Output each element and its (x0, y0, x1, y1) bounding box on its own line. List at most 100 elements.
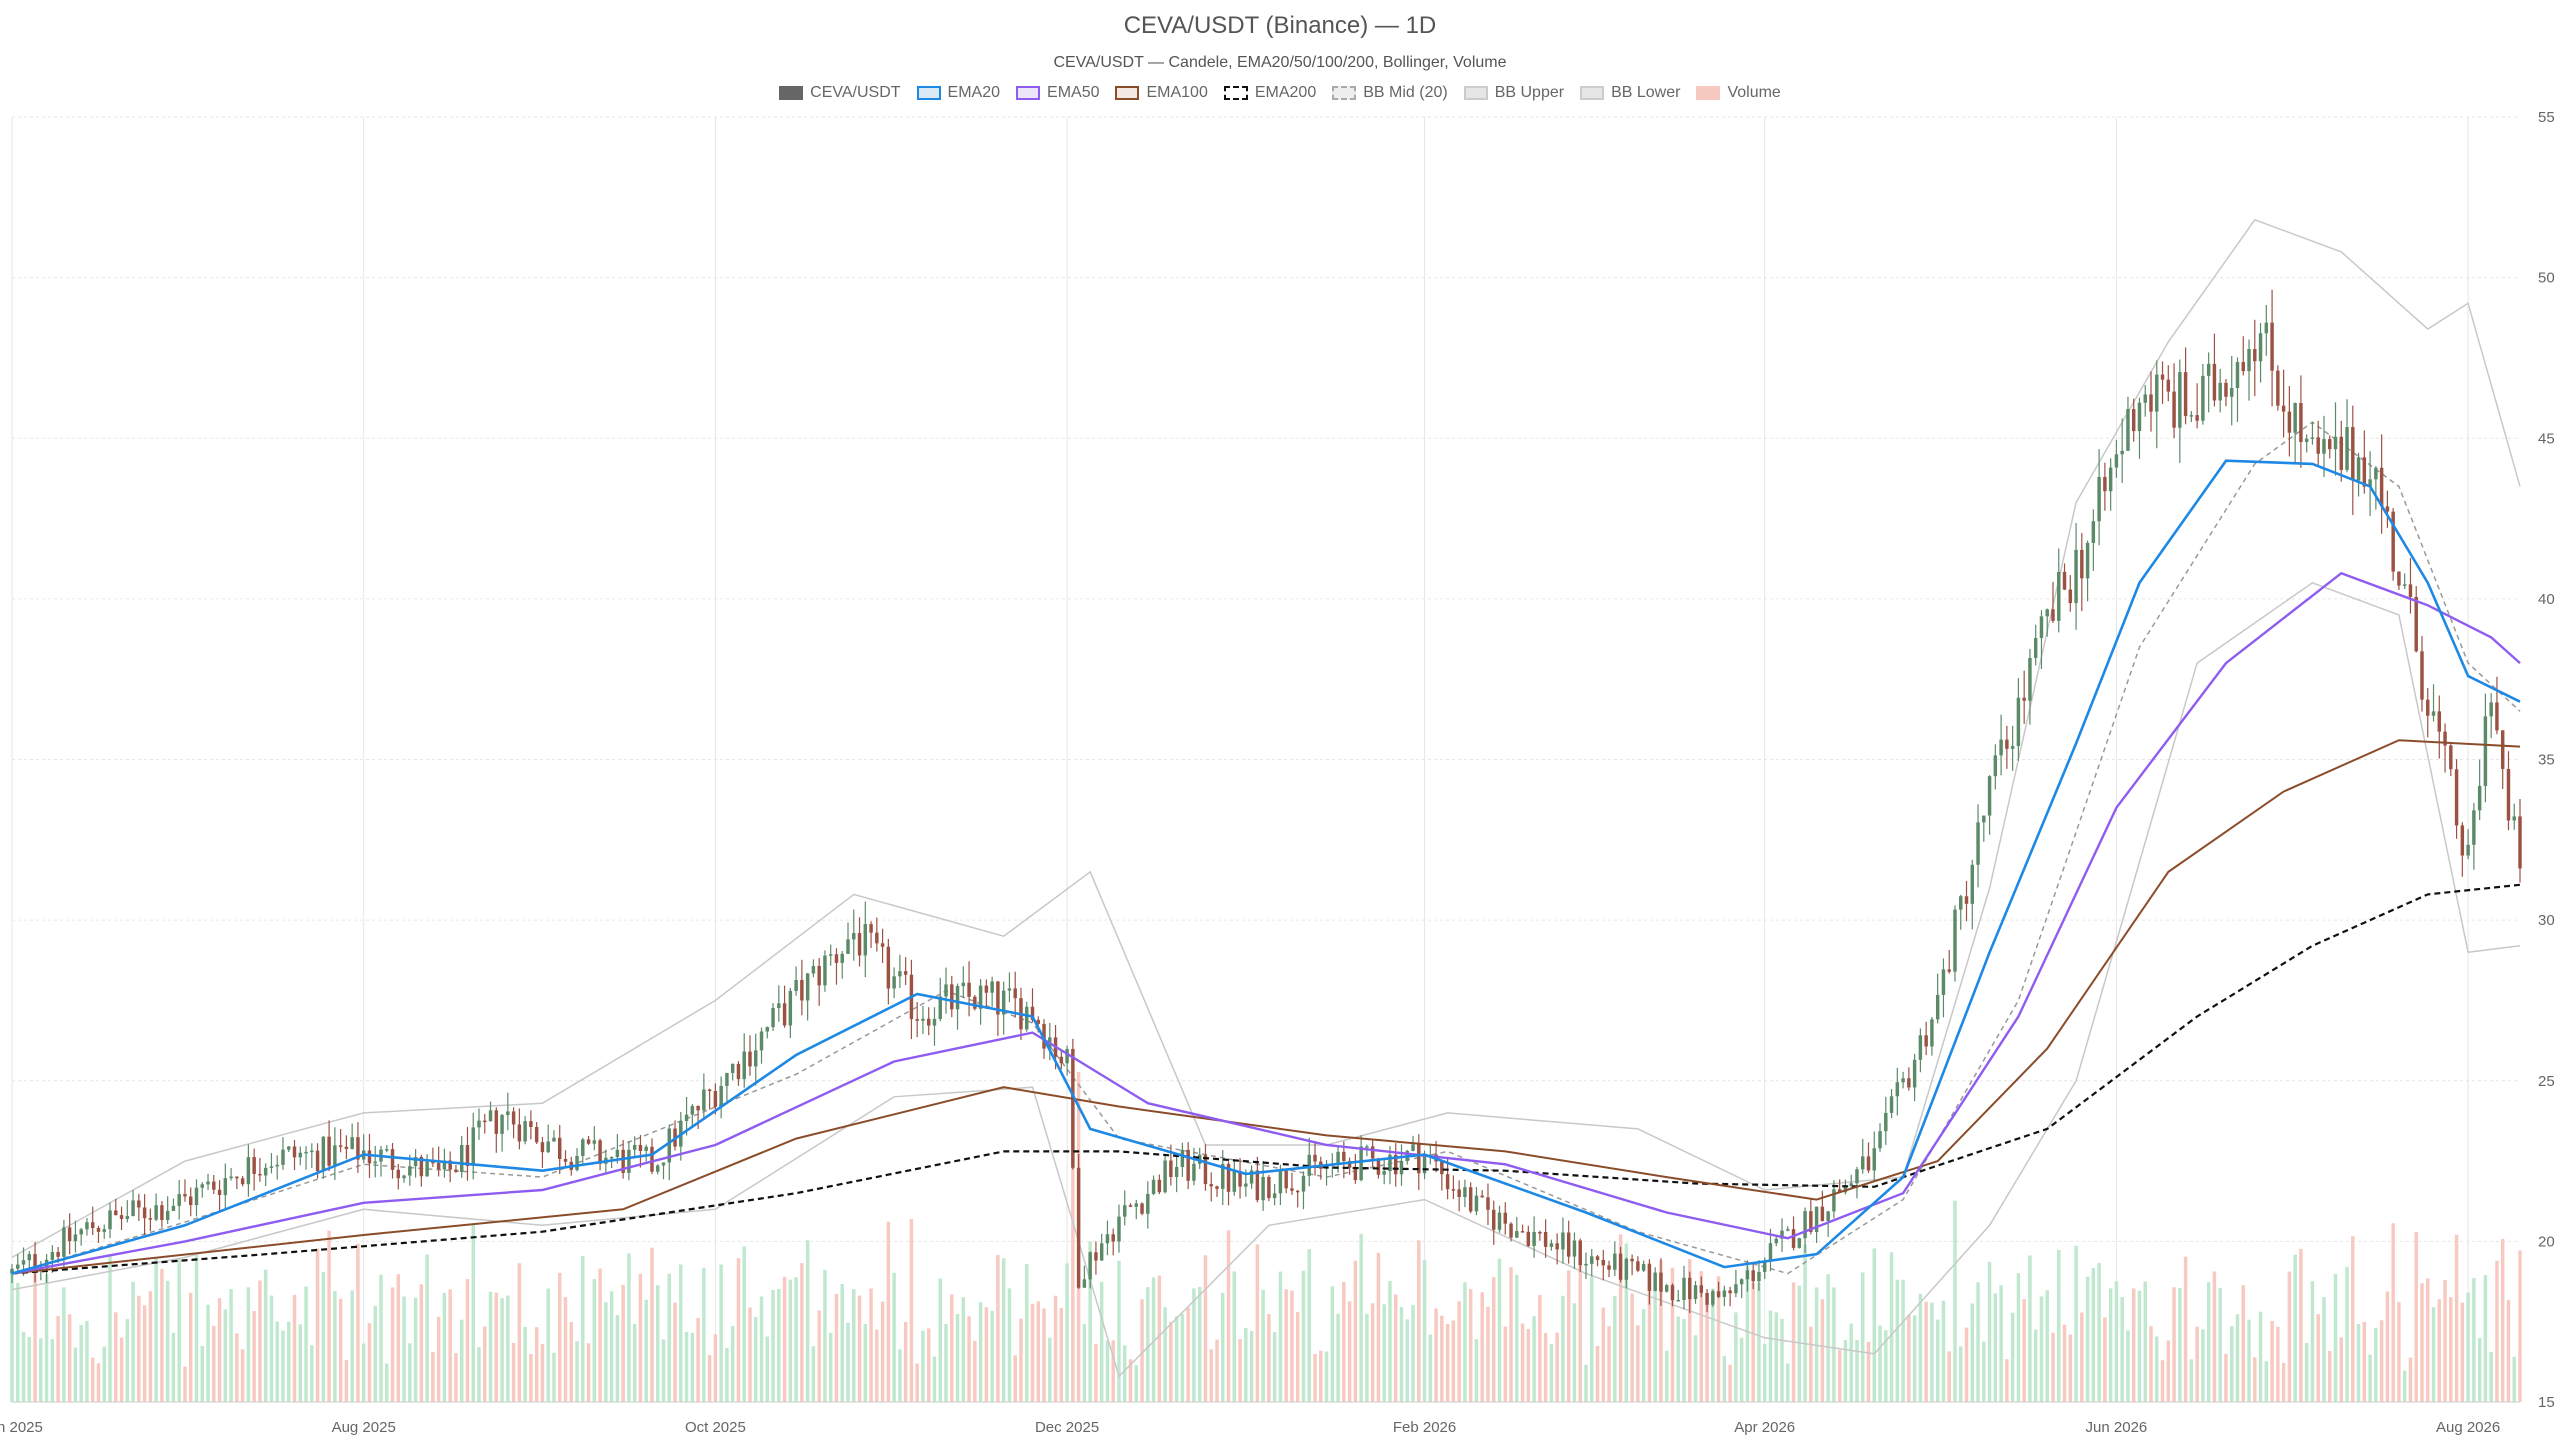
legend-item[interactable]: CEVA/USDT (779, 84, 901, 102)
candle-body (2443, 731, 2447, 746)
candle-body (540, 1142, 545, 1153)
volume-bar (748, 1307, 752, 1402)
volume-bar (984, 1307, 989, 1402)
volume-bar (2097, 1262, 2101, 1402)
legend-item[interactable]: Volume (1696, 84, 1781, 102)
volume-bar (563, 1296, 568, 1402)
candle-body (367, 1150, 372, 1164)
volume-bar (2253, 1357, 2257, 1402)
candle-body (529, 1121, 533, 1127)
volume-bar (2005, 1359, 2009, 1402)
candle-body (2189, 415, 2194, 417)
volume-bar (1630, 1293, 1634, 1402)
x-tick-label: Feb 2026 (1393, 1419, 1456, 1436)
candle-body (690, 1105, 695, 1115)
volume-bar (978, 1302, 983, 1402)
candle-body (2155, 374, 2159, 412)
candle-body (1359, 1146, 1363, 1181)
x-tick-label: Jun 2025 (0, 1419, 43, 1436)
volume-bar (206, 1304, 210, 1402)
volume-bar (2033, 1329, 2038, 1402)
candle-body (206, 1181, 210, 1185)
legend-item[interactable]: BB Mid (20) (1332, 84, 1448, 102)
volume-bar (350, 1290, 354, 1402)
volume-bar (62, 1287, 66, 1402)
volume-bar (448, 1289, 452, 1402)
volume-bar (2466, 1292, 2470, 1402)
volume-bar (1157, 1275, 1162, 1402)
candle-body (160, 1205, 164, 1221)
volume-bar (385, 1363, 389, 1402)
candle-body (310, 1150, 314, 1153)
candle-body (2039, 616, 2044, 639)
volume-bar (534, 1327, 539, 1402)
candle-body (1774, 1238, 1778, 1244)
volume-bar (1705, 1301, 1709, 1402)
volume-bar (131, 1281, 135, 1402)
volume-bar (1330, 1286, 1335, 1402)
volume-bar (137, 1295, 141, 1402)
candle-body (2057, 571, 2061, 621)
volume-bar (1832, 1287, 1836, 1402)
volume-bar (1555, 1332, 1559, 1402)
volume-bar (609, 1291, 614, 1402)
candle-body (869, 924, 873, 933)
candle-body (1244, 1183, 1248, 1187)
candle-body (1889, 1096, 1894, 1113)
candle-body (1935, 994, 1940, 1020)
candle-body (754, 1050, 758, 1067)
volume-bar (2506, 1300, 2511, 1402)
candle-body (229, 1176, 233, 1179)
legend-item[interactable]: EMA200 (1223, 84, 1316, 102)
volume-bar (50, 1339, 55, 1402)
volume-bar (1780, 1318, 1784, 1402)
volume-bar (2368, 1354, 2372, 1402)
volume-bar (1463, 1282, 1467, 1402)
volume-bar (615, 1315, 620, 1402)
volume-bar (1613, 1295, 1617, 1402)
candle-body (321, 1136, 326, 1172)
legend-item[interactable]: EMA50 (1016, 84, 1099, 102)
volume-bar (1169, 1321, 1173, 1402)
volume-bar (442, 1292, 447, 1402)
volume-bar (327, 1230, 331, 1402)
legend-item[interactable]: EMA100 (1115, 84, 1208, 102)
candle-body (1751, 1270, 1755, 1282)
volume-bar (108, 1256, 112, 1402)
volume-bar (765, 1336, 770, 1402)
volume-bar (1468, 1289, 1473, 1402)
candle-body (2028, 657, 2032, 701)
candle-body (327, 1136, 331, 1166)
volume-bar (1699, 1271, 1704, 1402)
candle-body (1013, 988, 1017, 999)
volume-bar (1884, 1330, 1888, 1402)
candle-body (1561, 1232, 1565, 1250)
volume-bar (2212, 1271, 2217, 1402)
candle-body (338, 1145, 343, 1147)
volume-bar (194, 1254, 199, 1402)
volume-bar (2408, 1357, 2413, 1402)
candle-body (1624, 1258, 1629, 1280)
candle-body (1301, 1175, 1306, 1192)
legend-item[interactable]: BB Upper (1463, 84, 1564, 102)
candle-body (609, 1156, 614, 1159)
candle-body (725, 1072, 729, 1086)
candle-body (2091, 521, 2096, 543)
volume-bar (828, 1332, 833, 1402)
volume-bar (2356, 1323, 2361, 1402)
candle-body (2489, 702, 2493, 717)
volume-bar (373, 1305, 377, 1402)
volume-bar (926, 1328, 931, 1402)
candle-body (1526, 1231, 1531, 1246)
volume-bar (909, 1218, 914, 1402)
chart-legend: CEVA/USDT EMA20 EMA50 EMA100 EMA200 BB Mid (2… (0, 84, 2560, 102)
volume-bar (67, 1314, 72, 1402)
candle-body (2183, 372, 2188, 417)
legend-item[interactable]: EMA20 (916, 84, 1000, 102)
legend-item[interactable]: BB Lower (1580, 84, 1680, 102)
volume-bar (1111, 1340, 1115, 1402)
candle-body (402, 1175, 406, 1179)
candle-body (1313, 1154, 1317, 1162)
volume-bar (2028, 1255, 2032, 1402)
candle-body (771, 1008, 775, 1028)
